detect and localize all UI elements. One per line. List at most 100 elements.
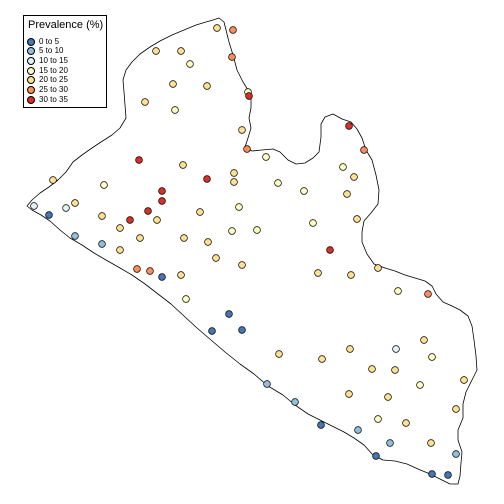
- legend-item-3: 15 to 20: [27, 66, 68, 75]
- site-marker: [291, 398, 299, 406]
- site-marker: [144, 207, 152, 215]
- site-marker: [253, 226, 261, 234]
- site-marker: [452, 450, 460, 458]
- legend-label: 5 to 10: [39, 46, 64, 55]
- site-marker: [62, 204, 70, 212]
- site-marker: [203, 82, 211, 90]
- site-marker: [116, 246, 124, 254]
- site-marker: [158, 187, 166, 195]
- site-marker: [374, 264, 382, 272]
- site-marker: [444, 471, 452, 479]
- site-marker: [171, 106, 179, 114]
- site-marker: [135, 156, 143, 164]
- site-marker: [402, 419, 410, 427]
- site-marker: [238, 261, 246, 269]
- legend-label: 30 to 35: [39, 95, 68, 104]
- site-marker: [317, 421, 325, 429]
- site-marker: [146, 267, 154, 275]
- site-marker: [368, 365, 376, 373]
- legend-label: 0 to 5: [39, 37, 60, 46]
- site-marker: [424, 290, 432, 298]
- site-marker: [182, 295, 190, 303]
- site-marker: [100, 181, 108, 189]
- site-marker: [346, 345, 354, 353]
- site-marker: [428, 470, 436, 478]
- site-marker: [309, 219, 317, 227]
- legend-item-1: 5 to 10: [27, 46, 63, 55]
- legend-item-4: 20 to 25: [27, 75, 68, 84]
- site-marker: [212, 254, 220, 262]
- site-marker: [243, 145, 251, 153]
- site-marker: [300, 187, 308, 195]
- site-marker: [392, 345, 400, 353]
- site-marker: [347, 271, 355, 279]
- site-marker: [126, 216, 134, 224]
- site-marker: [180, 234, 188, 242]
- site-marker: [245, 92, 253, 100]
- site-marker: [228, 227, 236, 235]
- site-marker: [262, 153, 270, 161]
- site-marker: [98, 212, 106, 220]
- site-marker: [71, 199, 79, 207]
- site-marker: [228, 53, 236, 61]
- legend: Prevalence (%) 0 to 5 5 to 10 10 to 15 1…: [23, 15, 107, 108]
- site-marker: [420, 336, 428, 344]
- site-marker: [345, 390, 353, 398]
- site-marker: [230, 178, 238, 186]
- site-marker: [372, 452, 380, 460]
- site-marker: [136, 234, 144, 242]
- site-marker: [326, 246, 334, 254]
- site-marker: [186, 60, 194, 68]
- legend-label: 15 to 20: [39, 66, 68, 75]
- site-marker: [229, 26, 237, 34]
- site-marker: [49, 176, 57, 184]
- legend-swatch: [27, 95, 35, 104]
- site-marker: [213, 24, 221, 32]
- site-marker: [391, 366, 399, 374]
- site-marker: [152, 47, 160, 55]
- legend-item-0: 0 to 5: [27, 37, 59, 46]
- legend-label: 25 to 30: [39, 85, 68, 94]
- legend-swatch: [27, 46, 35, 55]
- site-marker: [314, 269, 322, 277]
- site-marker: [177, 271, 185, 279]
- site-marker: [98, 240, 106, 248]
- site-marker: [158, 273, 166, 281]
- legend-label: 10 to 15: [39, 56, 68, 65]
- site-marker: [263, 380, 271, 388]
- site-marker: [386, 439, 394, 447]
- legend-item-2: 10 to 15: [27, 56, 68, 65]
- site-marker: [153, 216, 161, 224]
- site-marker: [416, 381, 424, 389]
- site-marker: [274, 179, 282, 187]
- site-marker: [427, 439, 435, 447]
- site-marker: [230, 169, 238, 177]
- site-marker: [350, 173, 358, 181]
- site-marker: [238, 326, 246, 334]
- legend-swatch: [27, 75, 35, 84]
- site-marker: [353, 215, 361, 223]
- site-marker: [428, 353, 436, 361]
- site-marker: [343, 190, 351, 198]
- legend-swatch: [27, 85, 35, 94]
- site-marker: [133, 265, 141, 273]
- legend-swatch: [27, 66, 35, 75]
- site-marker: [179, 161, 187, 169]
- site-marker: [203, 175, 211, 183]
- site-marker: [354, 426, 362, 434]
- site-marker: [225, 310, 233, 318]
- site-marker: [275, 350, 283, 358]
- site-marker: [169, 80, 177, 88]
- site-marker: [45, 211, 53, 219]
- legend-item-5: 25 to 30: [27, 85, 68, 94]
- site-marker: [71, 232, 79, 240]
- site-marker: [460, 376, 468, 384]
- site-marker: [374, 415, 382, 423]
- site-marker: [141, 98, 149, 106]
- site-marker: [30, 202, 38, 210]
- site-marker: [339, 163, 347, 171]
- site-marker: [452, 405, 460, 413]
- legend-title: Prevalence (%): [28, 19, 104, 31]
- site-marker: [208, 327, 216, 335]
